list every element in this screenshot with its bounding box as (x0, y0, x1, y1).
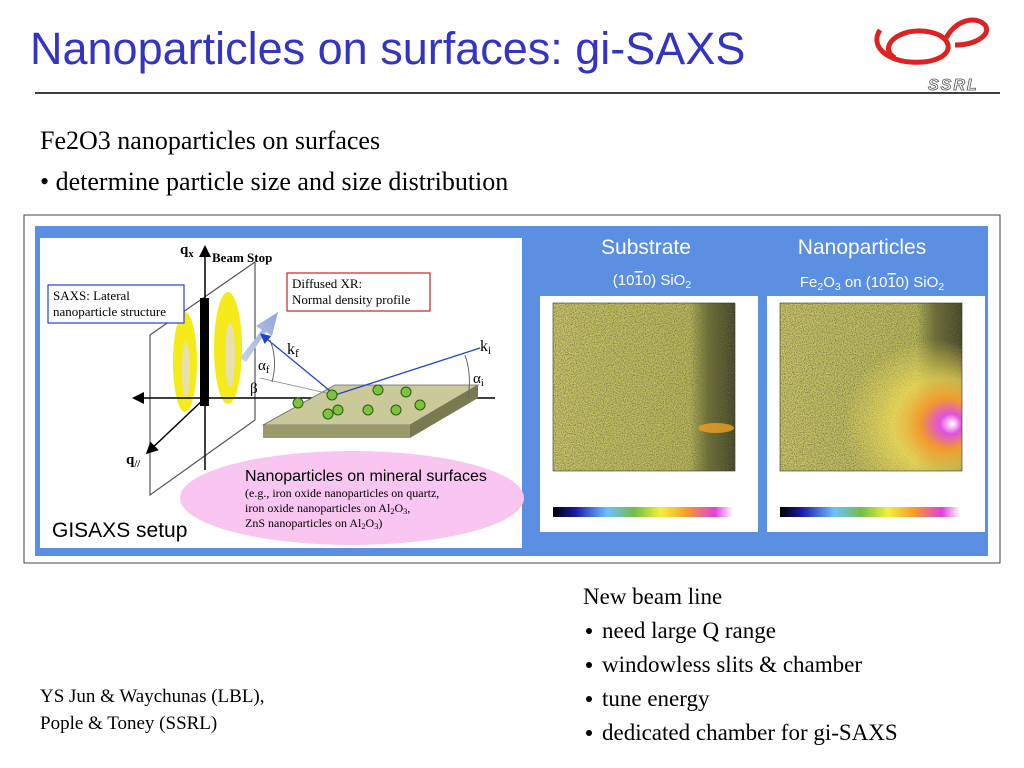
text-run: k (287, 341, 295, 358)
vector-label-ki: ki (480, 338, 491, 357)
panel-subtitle: Fe2O3 on (1010) SiO2 (800, 274, 944, 293)
ellipse-line: iron oxide nanoparticles on Al2O3, (245, 501, 410, 516)
text-run: ) (378, 516, 382, 530)
bullet-dot (586, 662, 592, 668)
panel-subtitle: (1010) SiO2 (613, 272, 692, 291)
text-run: 0) SiO (896, 274, 939, 291)
subscript: // (133, 459, 141, 470)
panel-title: Nanoparticles (798, 236, 926, 259)
text-run: O (366, 516, 375, 530)
ellipse-title: Nanoparticles on mineral surfaces (245, 468, 487, 485)
notes-heading: New beam line (583, 584, 722, 609)
saxs-box-line: SAXS: Lateral (53, 288, 130, 303)
text-run: O (823, 274, 835, 291)
subscript: f (295, 348, 299, 360)
text-run: O (395, 501, 404, 515)
angle-label-beta: β (250, 381, 258, 397)
heatmap-nanoparticles (767, 296, 985, 532)
axis-label-qpar: q// (126, 452, 141, 470)
bullet-dot (586, 696, 592, 702)
credit-line: Pople & Toney (SSRL) (40, 713, 217, 734)
vector-label-kf: kf (287, 341, 299, 360)
text-run: , (407, 501, 410, 515)
subscript: 3 (403, 507, 407, 516)
subscript: i (488, 345, 491, 357)
setup-diagram (47, 245, 524, 545)
saxs-box-line: nanoparticle structure (53, 304, 166, 319)
subscript: 2 (685, 279, 691, 291)
intro-bullet: • determine particle size and size distr… (40, 167, 508, 196)
text-run: β (250, 381, 258, 397)
text-run: α (258, 358, 266, 374)
credit-line: YS Jun & Waychunas (LBL), (40, 686, 265, 707)
text-run: 1 (887, 274, 895, 291)
notes-item: tune energy (602, 686, 710, 711)
text-run: (10 (613, 272, 635, 289)
subscript: f (266, 365, 270, 376)
text-run: iron oxide nanoparticles on Al (245, 501, 391, 515)
subscript: 2 (361, 522, 365, 531)
logo: SSRL (874, 17, 990, 94)
text-run: 1 (634, 272, 642, 289)
xr-box-line: Normal density profile (292, 292, 411, 307)
notes-item: dedicated chamber for gi-SAXS (602, 720, 898, 745)
subscript: 2 (817, 281, 823, 293)
axis-label-qx: qx (180, 242, 194, 260)
text-run: Fe (800, 274, 818, 291)
angle-label-alpha-i: αi (473, 371, 484, 389)
ellipse-line: ZnS nanoparticles on Al2O3) (245, 516, 382, 531)
intro-heading: Fe2O3 nanoparticles on surfaces (40, 126, 380, 155)
text-run: q (180, 242, 189, 258)
subscript: i (481, 378, 484, 389)
subscript: 2 (938, 281, 944, 293)
text-run: k (480, 338, 488, 355)
beam-stop-label: Beam Stop (212, 250, 272, 265)
notes-item: need large Q range (602, 618, 776, 643)
slide-title: Nanoparticles on surfaces: gi-SAXS (30, 23, 745, 74)
panel-title: Substrate (601, 236, 691, 259)
heatmap-substrate (540, 296, 758, 532)
subscript: 2 (390, 507, 394, 516)
text-run: on (10 (841, 274, 888, 291)
notes-item: windowless slits & chamber (602, 652, 862, 677)
text-run: ZnS nanoparticles on Al (245, 516, 362, 530)
text-run: 0) SiO (643, 272, 686, 289)
text-run: (e.g., iron oxide nanoparticles on quart… (245, 486, 439, 500)
bullet-dot (586, 628, 592, 634)
xr-box-line: Diffused XR: (292, 276, 362, 291)
subscript: 3 (835, 281, 841, 293)
setup-caption: GISAXS setup (52, 519, 187, 542)
text-run: q (126, 452, 135, 468)
text-run: α (473, 371, 481, 387)
subscript: 3 (374, 522, 378, 531)
angle-label-alpha-f: αf (258, 358, 270, 376)
bullet-dot (586, 730, 592, 736)
notes-list: need large Q range windowless slits & cha… (586, 618, 898, 745)
logo-text: SSRL (928, 77, 979, 94)
subscript: x (188, 249, 194, 260)
ellipse-line: (e.g., iron oxide nanoparticles on quart… (245, 486, 439, 500)
